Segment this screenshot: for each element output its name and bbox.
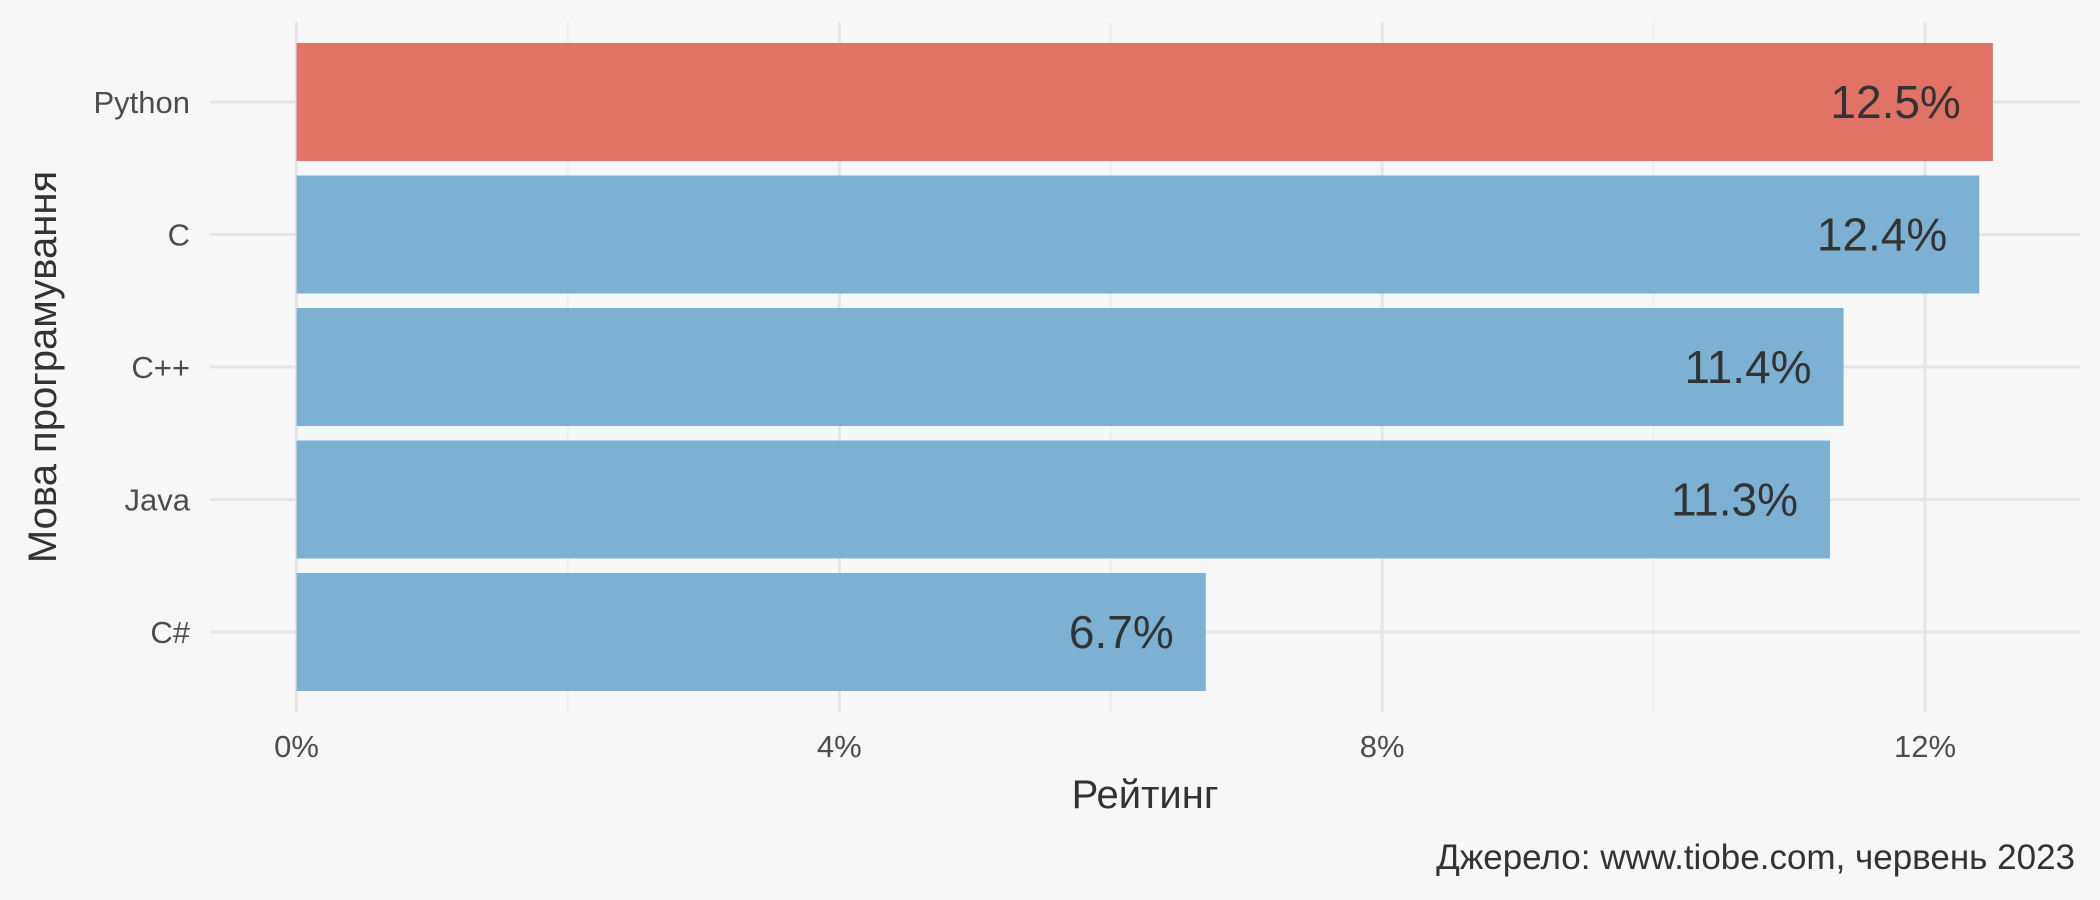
x-tick-label: 12% [1894,729,1956,764]
bar-value-label: 11.3% [1671,474,1798,526]
bar-c- [296,308,1844,426]
bar-python [296,43,1993,161]
bar-java [296,440,1831,559]
y-tick-label: Java [125,483,191,518]
y-tick-label: C [168,218,190,253]
y-tick-label: C# [150,615,190,650]
x-tick-label: 4% [817,729,862,764]
bar-value-label: 6.7% [1069,606,1174,658]
bar-value-label: 12.4% [1817,209,1947,261]
y-axis-tick-labels: Python C C++ Java C# [93,85,190,650]
bar-value-label: 12.5% [1830,76,1960,128]
bar-value-label: 11.4% [1685,341,1812,393]
x-tick-label: 0% [274,729,319,764]
y-tick-label: Python [93,85,190,120]
x-tick-label: 8% [1360,729,1405,764]
bar-c [296,175,1980,294]
x-axis-tick-labels: 0% 4% 8% 12% [274,729,1956,764]
chart-caption: Джерело: www.tiobe.com, червень 2023 [1436,838,2075,877]
y-axis-title: Мова програмування [21,171,65,563]
bars [296,43,1993,691]
bar-value-labels: 12.5% 12.4% 11.4% 11.3% 6.7% [1069,76,1961,658]
x-axis-title: Рейтинг [1072,773,1219,817]
y-tick-label: C++ [131,350,190,385]
bar-c- [296,573,1206,691]
